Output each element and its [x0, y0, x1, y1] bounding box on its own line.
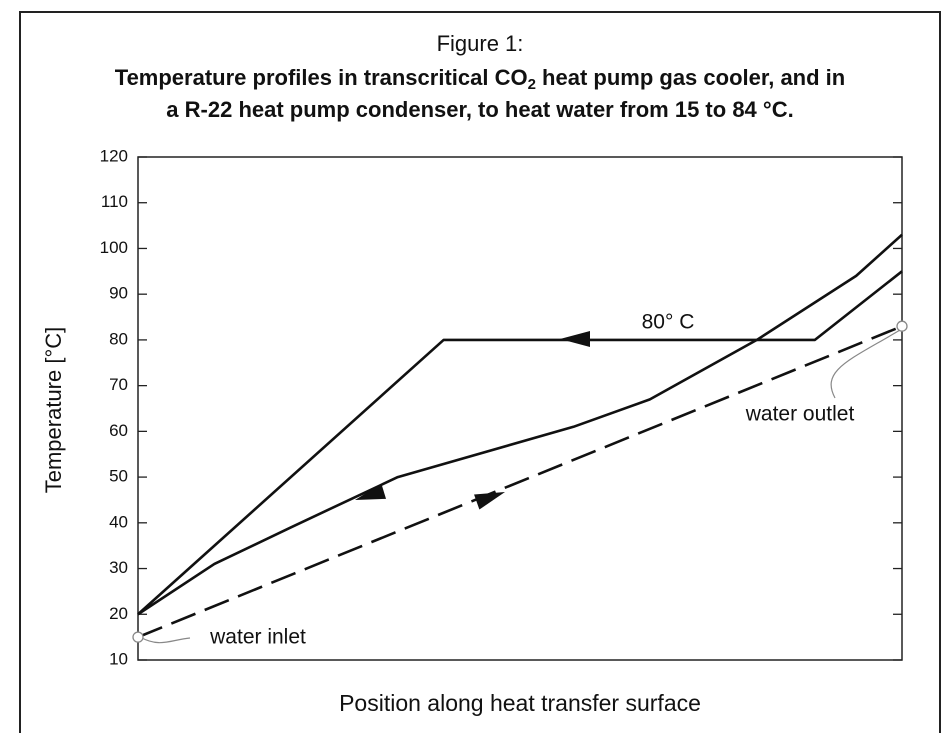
- y-tick-label: 40: [109, 512, 128, 531]
- y-tick-label: 30: [109, 558, 128, 577]
- leader: [830, 329, 901, 399]
- annotation: water inlet: [209, 626, 306, 649]
- annotation: 80° C: [642, 311, 695, 334]
- leader: [139, 636, 191, 644]
- y-axis-label: Temperature [°C]: [41, 327, 66, 494]
- annotation: water outlet: [745, 403, 855, 426]
- y-tick-label: 60: [109, 421, 128, 440]
- arrowhead: [560, 331, 590, 347]
- series-line: [137, 324, 903, 639]
- y-tick-label: 70: [109, 375, 128, 394]
- y-tick-label: 110: [101, 192, 128, 211]
- series-line: [137, 233, 903, 616]
- x-axis-label: Position along heat transfer surface: [339, 690, 701, 716]
- y-tick-label: 10: [109, 649, 128, 668]
- subtitle-part: Temperature profiles in transcritical CO: [115, 65, 528, 90]
- subtitle-part: heat pump gas cooler, and in: [536, 65, 845, 90]
- arrowhead: [474, 492, 505, 510]
- chart-title: Figure 1:: [437, 31, 524, 56]
- y-tick-label: 80: [109, 329, 128, 348]
- y-tick-label: 90: [109, 284, 128, 303]
- subtitle-sub: 2: [528, 76, 536, 93]
- y-tick-label: 50: [109, 467, 128, 486]
- series-line: [137, 270, 903, 616]
- y-tick-label: 20: [109, 604, 128, 623]
- endpoint: [896, 320, 908, 332]
- y-tick-label: 120: [100, 146, 128, 165]
- frame: [19, 11, 941, 733]
- chart-subtitle: Temperature profiles in transcritical CO…: [115, 65, 845, 93]
- endpoint: [132, 631, 144, 643]
- arrowhead: [355, 483, 387, 500]
- plot-area: [137, 156, 903, 661]
- chart-subtitle: a R-22 heat pump condenser, to heat wate…: [166, 97, 793, 122]
- y-tick-label: 100: [100, 238, 128, 257]
